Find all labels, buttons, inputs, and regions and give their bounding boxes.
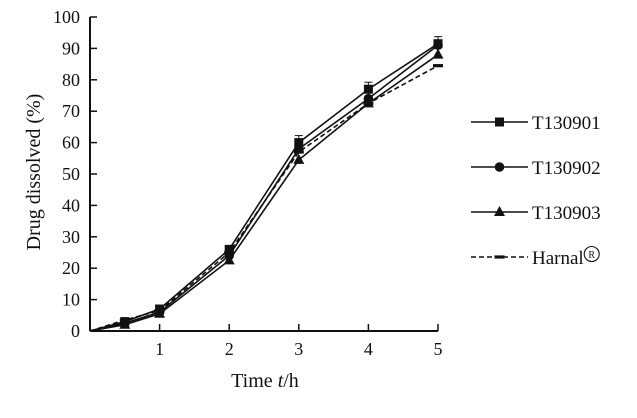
y-tick-label: 50 — [62, 164, 80, 184]
legend-marker-circle — [494, 162, 505, 172]
y-tick-label: 30 — [62, 227, 80, 247]
registered-symbol — [583, 245, 600, 263]
data-point-dash — [293, 150, 304, 154]
y-tick-label: 0 — [71, 321, 80, 341]
series-line — [89, 44, 439, 332]
data-point-dash — [154, 308, 165, 313]
data-point-triangle — [119, 318, 131, 329]
x-tick-label: 2 — [225, 339, 234, 359]
data-point-triangle — [154, 307, 166, 318]
y-tick-label: 80 — [62, 70, 80, 90]
data-point-dash — [363, 101, 374, 105]
legend: T130901 T130902 T130903 Harnal R — [471, 113, 601, 269]
series-lines — [89, 36, 444, 332]
legend-label: Harnal — [532, 248, 584, 269]
data-point-dash — [119, 318, 130, 322]
data-point-dash — [224, 250, 235, 255]
x-tick-label: 3 — [294, 339, 303, 359]
y-tick-label: 100 — [53, 7, 80, 27]
y-tick-label: 60 — [62, 133, 80, 153]
y-tick-label: 90 — [62, 38, 80, 58]
axes: 0 10 20 30 40 50 60 70 80 90 100 1 2 3 4 5 — [53, 7, 443, 359]
data-point-dash — [433, 64, 443, 68]
data-point-triangle — [293, 153, 305, 164]
y-tick-label: 10 — [62, 290, 80, 310]
data-point-square — [224, 244, 234, 254]
series-line — [89, 43, 439, 332]
x-axis-label-unit: /h — [283, 370, 299, 392]
x-tick-label: 1 — [155, 339, 164, 359]
series-harnal — [89, 64, 443, 332]
error-bars — [294, 36, 442, 150]
legend-item: Harnal R — [471, 245, 600, 269]
x-tick-label: 4 — [364, 339, 373, 359]
data-point-triangle — [223, 254, 235, 265]
legend-label: T130902 — [532, 158, 601, 179]
series-line — [89, 54, 439, 332]
legend-item: T130902 — [471, 158, 601, 179]
legend-label: T130903 — [532, 203, 601, 224]
y-tick-label: 20 — [62, 258, 80, 278]
registered-symbol-letter: R — [588, 250, 595, 261]
legend-item: T130903 — [471, 203, 601, 224]
y-tick-label: 70 — [62, 101, 80, 121]
x-tick-label: 5 — [434, 339, 443, 359]
legend-item: T130901 — [471, 113, 601, 134]
x-axis-label-prefix: Time — [231, 370, 278, 392]
data-point-triangle — [432, 48, 444, 59]
x-axis-label-variable: t — [278, 370, 284, 392]
y-axis-label: Drug dissolved (%) — [23, 94, 45, 251]
legend-label: T130901 — [532, 113, 601, 134]
y-tick-label: 40 — [62, 195, 80, 215]
x-axis-label: Time t/h — [231, 370, 299, 392]
legend-marker-dash — [494, 255, 505, 259]
series-t130902 — [89, 40, 443, 332]
series-line — [89, 64, 439, 332]
legend-marker-triangle — [494, 206, 505, 216]
legend-marker-square — [495, 117, 504, 127]
